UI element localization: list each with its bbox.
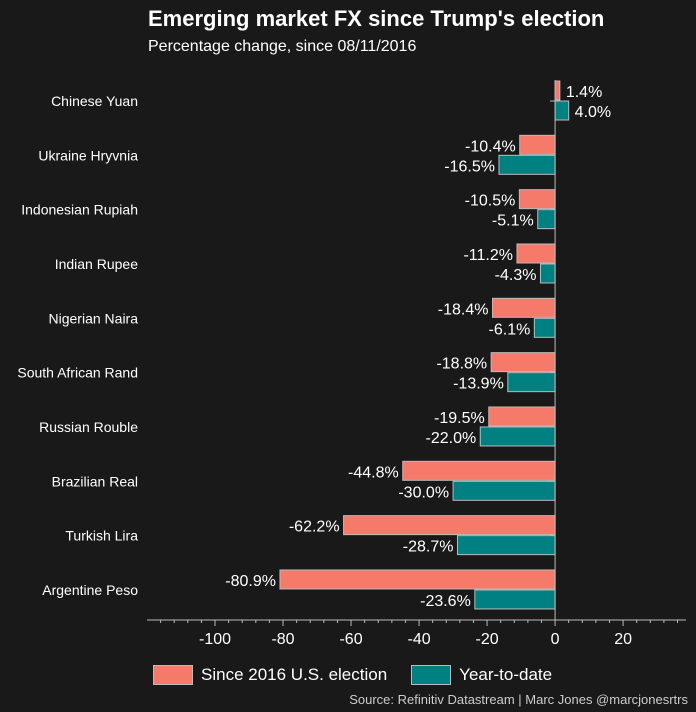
x-tick-label: -20 <box>476 631 499 648</box>
category-label: Nigerian Naira <box>49 310 139 326</box>
bar-since-election <box>343 515 556 536</box>
bar-ytd <box>533 317 556 338</box>
data-label: -4.3% <box>495 267 537 284</box>
data-label: -10.5% <box>465 193 516 210</box>
legend-swatch-ytd <box>411 665 452 685</box>
bar-since-election <box>518 189 556 210</box>
source-note: Source: Refinitiv Datastream | Marc Jone… <box>349 692 688 707</box>
category-label: Turkish Lira <box>65 528 138 544</box>
chart-subtitle: Percentage change, since 08/11/2016 <box>148 38 417 55</box>
bar-ytd <box>474 589 556 610</box>
bar-ytd <box>479 426 556 447</box>
bar-since-election <box>490 352 556 373</box>
data-label: 4.0% <box>575 104 611 121</box>
data-label: -62.2% <box>289 519 340 536</box>
category-label: Ukraine Hryvnia <box>38 147 138 163</box>
bar-since-election <box>554 80 561 101</box>
x-tick-label: -100 <box>199 631 231 648</box>
data-label: -16.5% <box>444 158 495 175</box>
data-label: -18.4% <box>438 301 489 318</box>
data-label: 1.4% <box>566 84 602 101</box>
data-label: -80.9% <box>225 573 276 590</box>
x-tick-label: -60 <box>339 631 362 648</box>
data-label: -5.1% <box>492 213 534 230</box>
x-tick-label: -40 <box>407 631 430 648</box>
data-label: -10.4% <box>465 138 516 155</box>
category-label: Brazilian Real <box>52 473 138 489</box>
data-label: -44.8% <box>348 464 399 481</box>
x-tick-label: -80 <box>271 631 294 648</box>
bar-since-election <box>279 569 556 590</box>
data-label: -30.0% <box>398 484 449 501</box>
category-label: Chinese Yuan <box>51 93 138 109</box>
legend-label: Year-to-date <box>459 665 553 684</box>
bar-since-election <box>492 297 556 318</box>
data-label: -22.0% <box>426 430 477 447</box>
bar-ytd <box>456 535 556 556</box>
x-tick-label: 0 <box>551 631 560 648</box>
bar-ytd <box>452 480 556 501</box>
x-tick-label: 20 <box>614 631 632 648</box>
category-label: South African Rand <box>17 365 138 381</box>
bar-ytd <box>539 263 556 284</box>
legend-item-ytd: Year-to-date <box>411 665 552 685</box>
data-label: -6.1% <box>489 321 531 338</box>
legend-swatch-since-election <box>153 665 193 685</box>
category-label: Indian Rupee <box>55 256 139 272</box>
legend-label: Since 2016 U.S. election <box>201 665 388 684</box>
chart-title: Emerging market FX since Trump's electio… <box>148 6 605 31</box>
legend: Since 2016 U.S. election Year-to-date <box>153 665 576 685</box>
data-label: -13.9% <box>453 376 504 393</box>
data-label: -18.8% <box>436 356 487 373</box>
data-label: -28.7% <box>403 539 454 556</box>
bar-since-election <box>402 460 556 481</box>
bar-since-election <box>488 406 556 427</box>
data-label: -11.2% <box>463 247 513 264</box>
category-label: Russian Rouble <box>39 419 138 435</box>
bar-since-election <box>516 243 556 264</box>
bar-ytd <box>498 154 556 175</box>
bar-ytd <box>507 372 556 393</box>
category-label: Indonesian Rupiah <box>21 202 138 218</box>
bar-ytd <box>537 209 556 230</box>
data-label: -23.6% <box>420 593 471 610</box>
category-label: Argentine Peso <box>42 582 138 598</box>
bar-ytd <box>554 100 570 121</box>
legend-item-since-election: Since 2016 U.S. election <box>153 665 387 685</box>
data-label: -19.5% <box>434 410 485 427</box>
bar-since-election <box>519 134 556 155</box>
